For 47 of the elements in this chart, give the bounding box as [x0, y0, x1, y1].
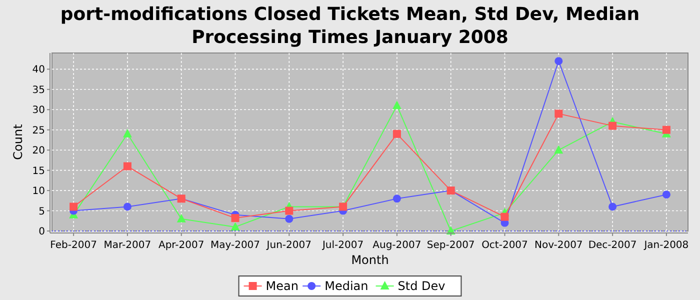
- point: [285, 214, 294, 223]
- point: [392, 100, 402, 110]
- y-tick-label: 15: [32, 166, 45, 177]
- point: [123, 202, 132, 211]
- legend-label: Std Dev: [398, 279, 446, 294]
- point: [662, 190, 670, 199]
- point: [122, 128, 132, 138]
- x-tick-label: Nov-2007: [534, 240, 583, 251]
- point: [662, 126, 670, 134]
- y-tick-label: 30: [32, 105, 45, 116]
- point: [176, 214, 186, 222]
- legend-label: Mean: [266, 279, 299, 294]
- x-tick-label: Aug-2007: [372, 240, 422, 251]
- point: [230, 222, 240, 230]
- point: [608, 202, 617, 211]
- x-tick-label: Mar-2007: [104, 240, 152, 251]
- point: [231, 214, 240, 222]
- y-tick-label: 35: [32, 84, 45, 96]
- y-tick-label: 0: [38, 226, 45, 238]
- y-tick-label: 20: [32, 146, 45, 157]
- point: [123, 162, 132, 170]
- point: [285, 206, 294, 215]
- point: [392, 130, 401, 138]
- chart-title: port-modifications Closed Tickets Mean, Std Dev, Median Processing Times January 2008: [60, 4, 640, 48]
- y-tick-label: 25: [32, 125, 45, 136]
- y-tick-label: 5: [38, 206, 45, 218]
- x-tick-label: Jul-2007: [321, 240, 364, 251]
- x-tick-label: Sep-2007: [426, 240, 475, 251]
- point: [554, 57, 563, 66]
- x-tick-label: Apr-2007: [158, 240, 204, 251]
- x-tick-label: Dec-2007: [588, 240, 637, 251]
- point: [554, 110, 563, 118]
- x-tick-label: Oct-2007: [482, 240, 528, 251]
- legend-label: Median: [324, 279, 368, 294]
- point: [70, 202, 78, 211]
- x-tick-label: May-2007: [210, 240, 260, 251]
- point: [554, 145, 564, 154]
- y-tick-label: 40: [32, 64, 45, 76]
- point: [500, 212, 509, 221]
- y-tick-label: 10: [32, 186, 45, 198]
- x-tick-label: Jan-2008: [643, 240, 689, 251]
- y-axis-title: Count: [11, 124, 25, 160]
- point: [392, 194, 401, 203]
- x-tick-label: Jun-2007: [266, 240, 312, 251]
- x-tick-label: Feb-2007: [50, 240, 97, 251]
- x-axis-title: Month: [351, 253, 389, 267]
- point: [608, 122, 617, 130]
